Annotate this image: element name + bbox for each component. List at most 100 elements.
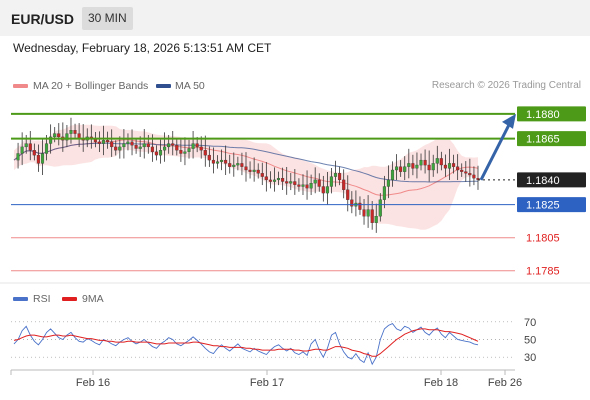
rsi-line <box>13 323 479 366</box>
candle-body <box>183 151 187 154</box>
candle-body <box>106 140 110 143</box>
candle-body <box>240 163 244 167</box>
candle-body <box>464 171 468 174</box>
candle-body <box>163 146 167 151</box>
candle-body <box>443 164 447 169</box>
level-badge-1.1880 <box>517 106 586 122</box>
candle-body <box>142 143 146 148</box>
candle-body <box>276 178 281 181</box>
candle-body <box>154 151 158 156</box>
candle-body <box>297 184 301 187</box>
candle-body <box>167 143 171 148</box>
candle-body <box>264 176 268 181</box>
candle-body <box>175 145 179 151</box>
candle-body <box>415 164 419 169</box>
candle-body <box>362 209 366 217</box>
candle-body <box>207 154 211 161</box>
candle-body <box>419 159 423 166</box>
candle-body <box>114 146 118 151</box>
candle-body <box>321 186 325 194</box>
candle-body <box>40 153 45 164</box>
ma50-legend-swatch <box>156 84 171 88</box>
x-label-Feb-17: Feb 17 <box>250 377 284 389</box>
timeframe-button[interactable]: 30 MIN <box>82 7 133 30</box>
copyright: Research © 2026 Trading Central <box>431 80 581 91</box>
candle-body <box>386 179 390 187</box>
candle-body <box>244 166 248 171</box>
candle-body <box>236 163 240 166</box>
candle-body <box>28 143 32 151</box>
forecast-arrow-head <box>502 113 516 129</box>
candle-body <box>195 143 199 148</box>
rsi-legend-swatch <box>13 297 28 301</box>
candle-body <box>211 159 215 164</box>
candle-body <box>411 163 415 169</box>
candle-body <box>134 145 138 149</box>
candle-body <box>293 181 297 185</box>
candle-body <box>224 159 228 164</box>
candle-body <box>395 166 399 171</box>
candle-body <box>110 141 114 148</box>
candle-body <box>427 164 431 171</box>
candle-body <box>20 146 24 154</box>
candle-body <box>150 146 154 153</box>
candle-body <box>325 186 329 194</box>
rsi-tick-30: 30 <box>524 352 536 364</box>
candle-body <box>179 150 183 154</box>
level-label-1.1865: 1.1865 <box>526 134 560 146</box>
candle-body <box>390 169 395 181</box>
level-badge-1.1825 <box>517 197 586 213</box>
candle-body <box>305 184 309 189</box>
candle-body <box>57 133 61 138</box>
candle-body <box>36 154 40 164</box>
candle-body <box>191 143 195 149</box>
candle-body <box>272 179 277 182</box>
x-label-Feb-26: Feb 26 <box>488 377 522 389</box>
ma50-legend-label: MA 50 <box>175 80 205 92</box>
candle-body <box>435 158 439 164</box>
ma9-legend-swatch <box>62 297 77 301</box>
candle-body <box>32 150 36 156</box>
ma9-legend-label: 9MA <box>82 293 104 305</box>
candle-body <box>53 133 57 138</box>
candle-body <box>248 169 252 172</box>
candle-body <box>431 163 435 171</box>
candle-body <box>199 146 203 151</box>
candle-body <box>313 179 317 184</box>
candle-body <box>346 189 350 200</box>
candle-body <box>423 159 427 166</box>
candle-body <box>309 183 313 189</box>
bollinger-band-area <box>14 124 478 230</box>
candle-body <box>260 173 264 177</box>
candle-body <box>289 181 293 184</box>
candle-body <box>317 179 321 187</box>
candle-body <box>101 140 106 144</box>
candle-body <box>215 161 220 164</box>
rsi-legend-label: RSI <box>33 293 51 305</box>
candle-body <box>468 173 472 176</box>
candle-body <box>171 143 175 146</box>
candle-body <box>456 166 460 171</box>
candle-body <box>447 163 452 169</box>
candle-body <box>403 166 407 172</box>
candle-body <box>138 146 142 149</box>
bb-legend-label: MA 20 + Bollinger Bands <box>33 80 149 92</box>
candle-body <box>97 141 101 144</box>
x-label-Feb-16: Feb 16 <box>76 377 110 389</box>
candle-body <box>256 169 260 174</box>
level-badge-1.1840 <box>517 172 586 188</box>
candle-body <box>301 184 305 187</box>
x-label-Feb-18: Feb 18 <box>424 377 458 389</box>
forecast-arrow-shaft <box>479 122 512 181</box>
candle-body <box>118 146 122 151</box>
level-label-1.1880: 1.1880 <box>526 109 560 121</box>
rsi-ma-line <box>13 328 479 357</box>
level-badge-1.1865 <box>517 131 586 147</box>
level-label-1.1840: 1.1840 <box>526 175 560 187</box>
candle-body <box>382 186 386 200</box>
candle-body <box>366 209 370 217</box>
candle-body <box>158 150 163 156</box>
candle-body <box>146 143 150 148</box>
candle-body <box>358 202 362 210</box>
